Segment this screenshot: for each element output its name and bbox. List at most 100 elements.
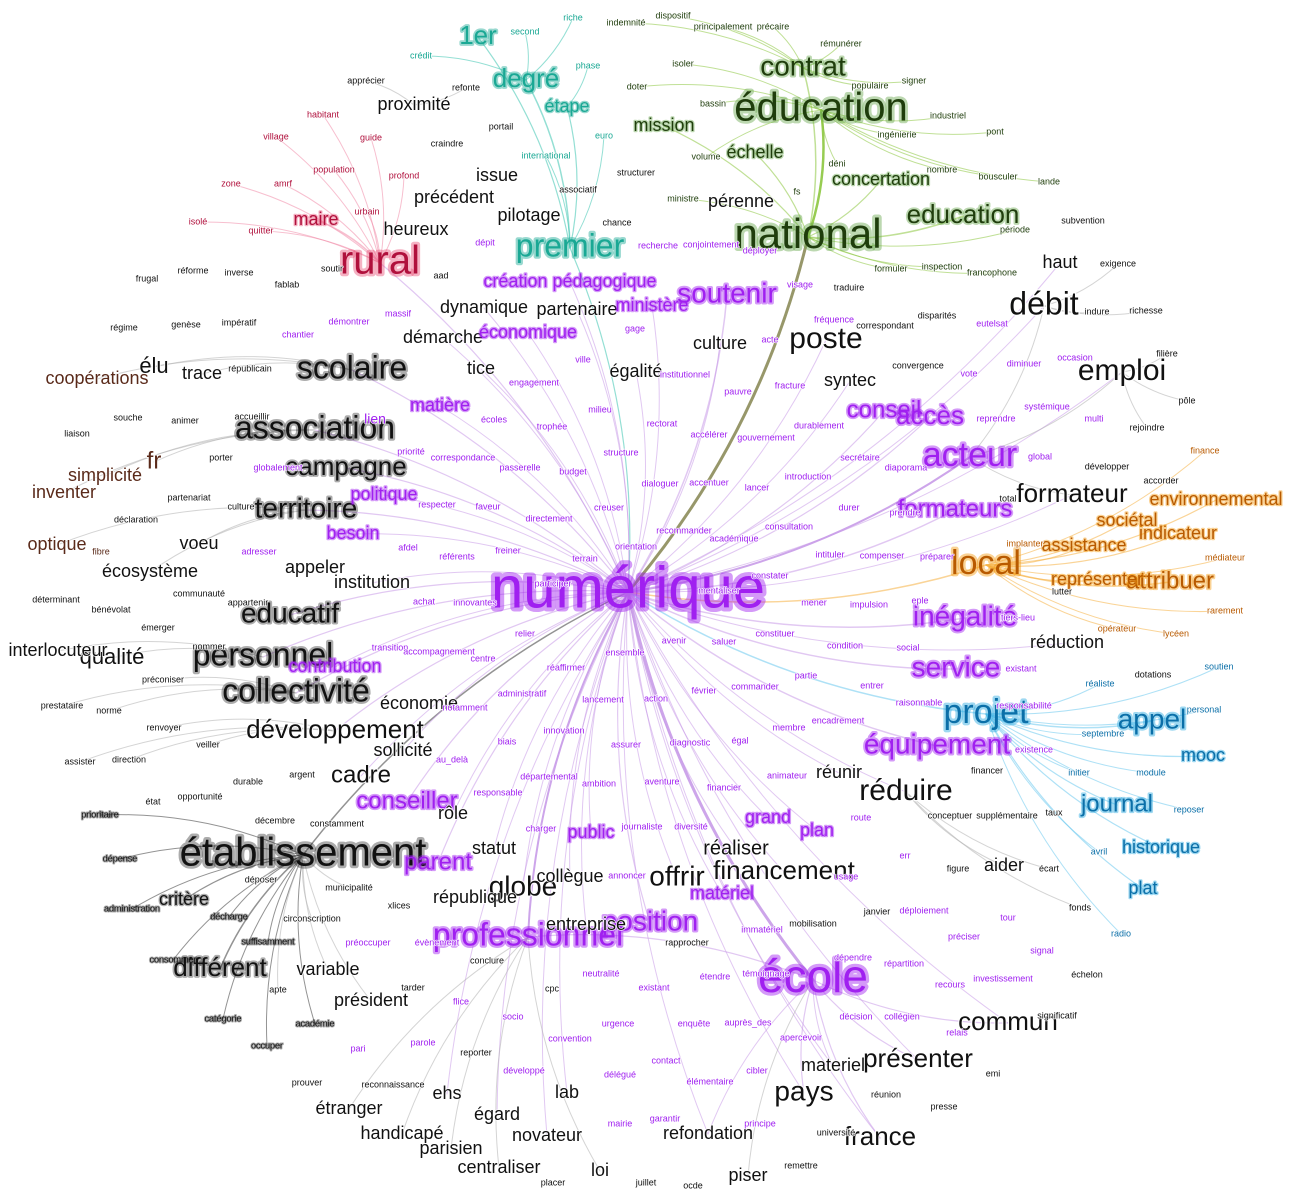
edge-38 [522, 591, 629, 889]
word-node: participer [534, 578, 571, 588]
edge-32 [627, 591, 805, 1094]
edge-102 [820, 109, 838, 165]
word-node: accès [896, 400, 964, 430]
edge-22 [305, 509, 629, 593]
edge-24 [289, 580, 629, 616]
edge-201 [1043, 263, 1119, 307]
word-node: économie [380, 693, 458, 713]
word-node: assurer [611, 739, 641, 749]
word-node: riche [563, 12, 583, 22]
word-node: nombre [927, 164, 958, 174]
word-node: volume [691, 151, 720, 161]
word-node: implanter [1006, 538, 1043, 548]
word-node: poste [789, 322, 862, 355]
word-node: massif [385, 308, 412, 318]
word-node: centre [470, 653, 495, 663]
word-node: optique [27, 534, 86, 554]
word-node: offrir [649, 860, 705, 891]
word-node: mobilisation [789, 918, 837, 928]
word-node: avril [1091, 846, 1108, 856]
word-node: échelle [726, 142, 783, 162]
edge-82 [802, 67, 817, 238]
edge-140 [985, 564, 1118, 630]
word-node: cibler [746, 1065, 768, 1075]
edge-97 [820, 109, 996, 135]
word-node: structurer [617, 167, 655, 177]
word-node: transition [372, 642, 409, 652]
edge-141 [985, 713, 1153, 729]
word-node: constituer [755, 628, 794, 638]
word-node: education [907, 199, 1020, 229]
word-node: norme [96, 705, 122, 715]
word-node: innovantes [453, 597, 497, 607]
word-node: rapprocher [665, 937, 709, 947]
word-node: personal [1187, 704, 1222, 714]
word-node: entrer [860, 680, 884, 690]
word-node: différent [173, 952, 267, 982]
word-node: conseil [847, 396, 922, 423]
word-node: craindre [431, 138, 464, 148]
edge-17 [627, 416, 931, 593]
word-node: départemental [520, 771, 578, 781]
word-node: dépense [103, 853, 138, 863]
edge-154 [985, 713, 1122, 935]
edge-196 [969, 371, 1123, 458]
edge-87 [682, 198, 809, 238]
word-node: égard [474, 1104, 520, 1124]
word-node: tour [1000, 912, 1016, 922]
word-node: grand [745, 807, 791, 827]
edge-203 [1121, 371, 1188, 402]
word-node: biais [498, 736, 517, 746]
edge-61 [541, 591, 629, 1137]
edge-191 [401, 936, 529, 1135]
word-node: culture [227, 501, 254, 511]
word-node: développement [246, 714, 425, 744]
edge-62 [627, 591, 834, 1067]
word-node: prioritaire [81, 809, 119, 819]
edge-66 [581, 591, 629, 926]
word-node: veiller [196, 739, 220, 749]
word-node: animateur [767, 770, 807, 780]
word-node: saluer [712, 636, 737, 646]
word-node: ocde [683, 1180, 703, 1190]
word-node: délégué [604, 1069, 636, 1079]
edge-143 [985, 713, 1162, 849]
word-node: réunir [816, 762, 862, 782]
edge-206 [905, 791, 1050, 870]
word-node: global [1028, 451, 1052, 461]
word-node: déposer [245, 874, 278, 884]
edge-164 [297, 854, 316, 1025]
word-node: raisonnable [896, 697, 943, 707]
word-node: partenaire [536, 299, 617, 319]
edge-142 [985, 713, 1118, 806]
edge-47 [627, 591, 769, 819]
edge-14 [406, 591, 629, 803]
word-node: premier [516, 227, 625, 263]
edge-122 [230, 183, 381, 264]
word-node: durer [838, 502, 859, 512]
edge-57 [559, 591, 629, 1094]
edge-146 [985, 666, 1220, 715]
word-node: septembre [1082, 728, 1125, 738]
word-node: contribution [288, 656, 381, 676]
word-node: quitter [248, 225, 273, 235]
edge-71 [442, 337, 629, 593]
word-node: ehs [432, 1083, 461, 1103]
word-node: usage [834, 871, 859, 881]
word-node: circonscription [283, 913, 341, 923]
word-node: simplicité [68, 465, 142, 485]
word-node: étape [544, 96, 589, 116]
word-node: dépit [475, 237, 495, 247]
word-node: systémique [1024, 401, 1070, 411]
word-node: gage [625, 323, 645, 333]
word-node: apercevoir [780, 1032, 822, 1042]
word-node: aider [984, 855, 1024, 875]
edge-169 [301, 854, 313, 920]
word-node: mission [633, 115, 694, 135]
word-node: local [951, 544, 1021, 582]
edge-44 [527, 332, 629, 593]
word-node: préciser [948, 931, 980, 941]
word-node: population [313, 164, 355, 174]
word-node: projet [943, 693, 1029, 731]
